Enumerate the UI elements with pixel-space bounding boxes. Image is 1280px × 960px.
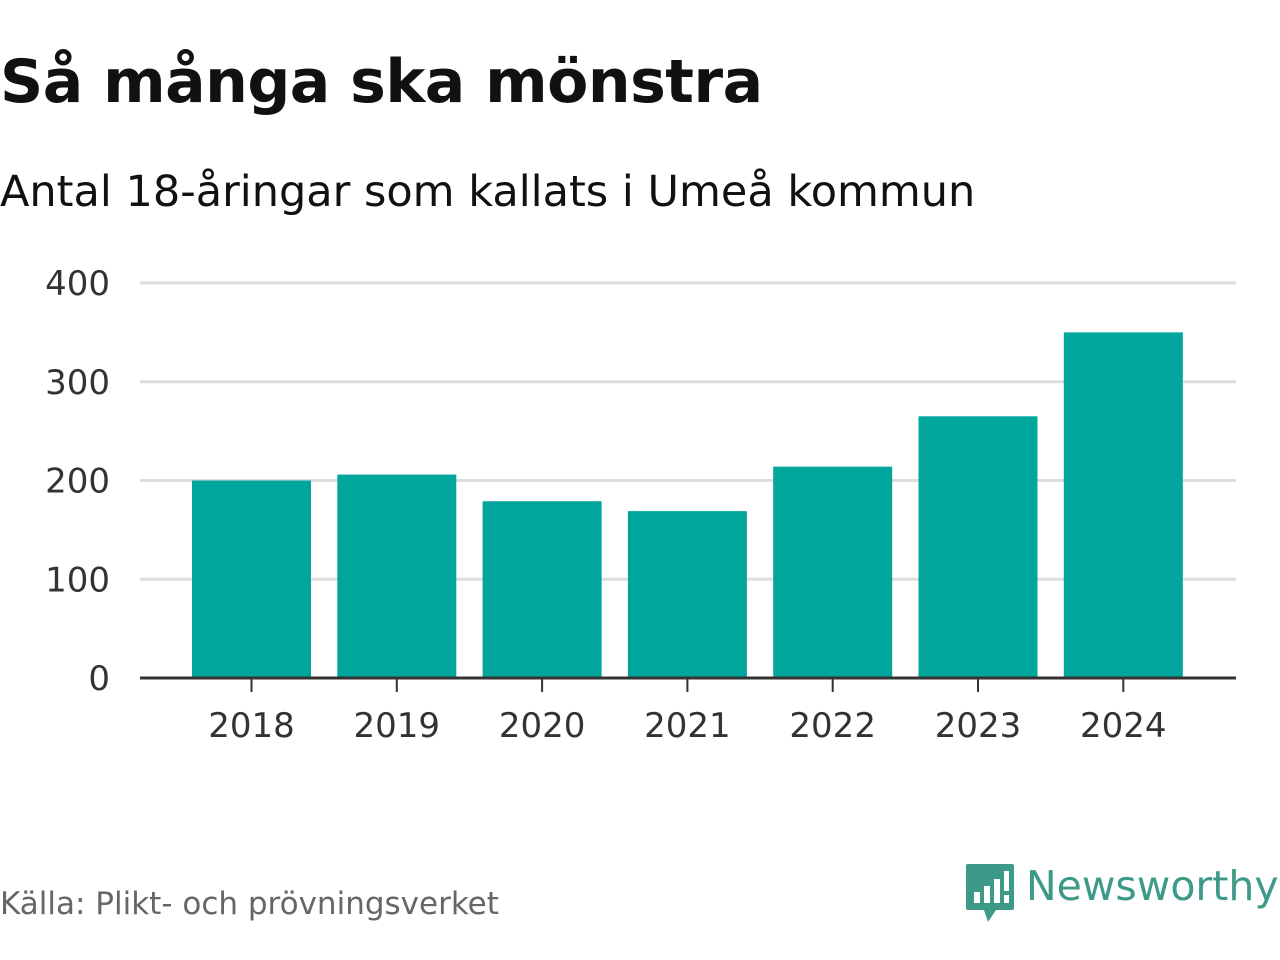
y-tick-label: 0 xyxy=(88,659,110,699)
x-axis-tick-labels: 2018 2019 2020 2021 2022 2023 2024 xyxy=(208,706,1166,746)
y-tick-label: 100 xyxy=(45,560,110,600)
brand-name: Newsworthy xyxy=(1026,862,1279,910)
bars xyxy=(192,332,1183,678)
source-note: Källa: Plikt- och prövningsverket xyxy=(0,886,499,922)
bar-2023 xyxy=(918,416,1038,678)
bar-2022 xyxy=(773,466,893,678)
x-axis xyxy=(140,676,1236,692)
x-tick-label: 2019 xyxy=(354,706,441,746)
y-tick-label: 400 xyxy=(45,264,110,304)
x-tick-label: 2018 xyxy=(208,706,295,746)
x-tick-label: 2024 xyxy=(1080,706,1167,746)
x-tick-label: 2021 xyxy=(644,706,731,746)
chart-subtitle: Antal 18-åringar som kallats i Umeå komm… xyxy=(0,167,976,217)
bar-2021 xyxy=(627,511,747,678)
x-tick-label: 2022 xyxy=(789,706,876,746)
bar-2018 xyxy=(192,480,311,678)
y-tick-label: 300 xyxy=(45,363,110,403)
bar-2020 xyxy=(482,501,602,678)
bar-2024 xyxy=(1063,332,1183,678)
brand-logo: Newsworthy xyxy=(964,862,1279,926)
y-tick-label: 200 xyxy=(45,462,110,502)
x-tick-label: 2020 xyxy=(499,706,586,746)
newsworthy-logo-icon xyxy=(966,864,1014,922)
y-axis-tick-labels: 0 100 200 300 400 xyxy=(45,264,110,699)
chart-title: Så många ska mönstra xyxy=(0,47,763,117)
bar-2019 xyxy=(337,474,457,678)
x-tick-label: 2023 xyxy=(935,706,1022,746)
